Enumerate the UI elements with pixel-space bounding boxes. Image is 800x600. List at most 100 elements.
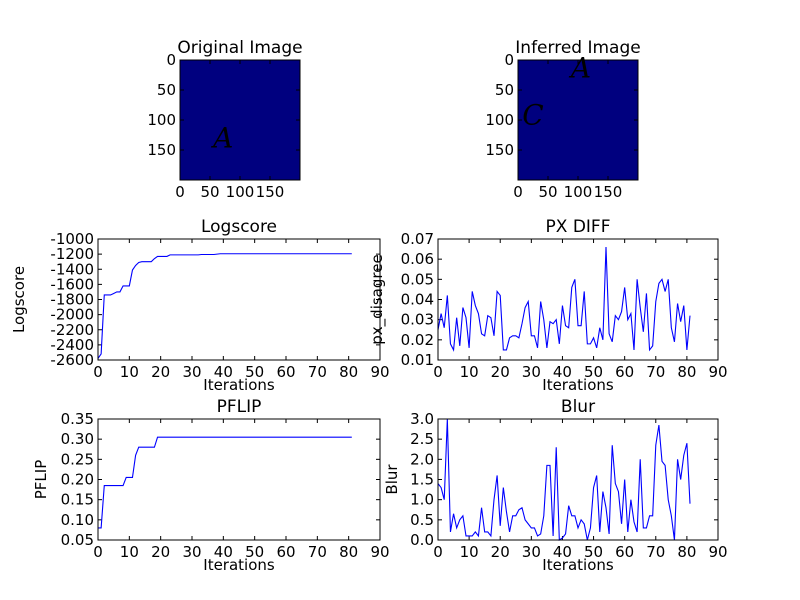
x-tick-label: 90 [708,543,727,561]
x-tick-label: 40 [214,543,233,561]
y-axis-label: Blur [383,464,401,495]
x-tick-label: 150 [594,183,623,201]
image-glyph: C [522,99,543,132]
y-tick-label: 0.03 [401,311,434,329]
x-tick-label: 60 [276,543,295,561]
y-tick-label: 0.05 [401,270,434,288]
y-tick-label: 0.07 [401,230,434,248]
x-tick-label: 0 [433,363,443,381]
x-tick-label: 80 [339,363,358,381]
data-line [98,436,352,529]
axes-frame [437,238,719,361]
subplot-title: Blur [561,397,595,417]
x-tick-label: 10 [120,543,139,561]
x-tick-label: 40 [214,363,233,381]
y-tick-label: 50 [495,81,514,99]
x-tick-label: 50 [584,543,603,561]
y-axis-label: Logscore [10,266,28,333]
x-tick-label: 70 [646,363,665,381]
x-tick-label: 0 [513,183,523,201]
x-tick-label: 50 [245,543,264,561]
subplot-title: Inferred Image [515,38,640,58]
y-tick-label: 150 [147,141,176,159]
y-tick-label: -2400 [50,336,94,354]
x-tick-label: 60 [615,543,634,561]
x-tick-label: 70 [308,363,327,381]
axes-frame [97,238,381,361]
y-axis-label: px_disagree [368,254,387,344]
subplot-title: Logscore [201,217,277,237]
image-glyph: A [568,51,591,84]
x-axis-label: Iterations [203,556,275,574]
y-tick-label: 0.15 [61,491,94,509]
y-tick-label: 0.01 [401,351,434,369]
data-line [437,247,691,352]
x-tick-label: 30 [182,363,201,381]
y-tick-label: 2.5 [410,430,434,448]
x-tick-label: 30 [522,363,541,381]
x-tick-label: 70 [308,543,327,561]
y-tick-label: 50 [157,81,176,99]
x-tick-label: 80 [677,543,696,561]
y-tick-label: 0.5 [410,511,434,529]
y-axis-label: PFLIP [32,460,50,500]
y-tick-label: -1400 [50,260,94,278]
subplot-title: PFLIP [217,397,262,417]
x-tick-label: 10 [460,363,479,381]
x-tick-label: 30 [522,543,541,561]
data-line [437,418,691,541]
x-tick-label: 20 [491,543,510,561]
y-tick-label: 0.10 [61,511,94,529]
image-background [180,60,300,180]
y-tick-label: 2.0 [410,450,434,468]
y-tick-label: 100 [485,111,514,129]
y-tick-label: 0.35 [61,410,94,428]
y-tick-label: 0.0 [410,531,434,549]
y-tick-label: -1000 [50,230,94,248]
x-tick-label: 100 [564,183,593,201]
y-tick-label: 0 [166,51,176,69]
axes-frame [437,418,719,541]
axes-frame [97,418,381,541]
x-tick-label: 50 [538,183,557,201]
y-tick-label: 0.05 [61,531,94,549]
y-tick-label: 1.0 [410,491,434,509]
x-tick-label: 20 [151,363,170,381]
y-tick-label: 0.30 [61,430,94,448]
subplot: PFLIP 0 10 20 30 40 50 60 70 80 90 0.05 0.10 0.15 0.20… [32,397,390,574]
x-tick-label: 40 [553,363,572,381]
y-tick-label: 1.5 [410,471,434,489]
image-background [518,60,638,180]
x-tick-label: 60 [615,363,634,381]
x-tick-label: 0 [175,183,185,201]
axes-frame [517,59,639,181]
x-tick-label: 70 [646,543,665,561]
y-tick-label: 0 [504,51,514,69]
subplot-title: PX DIFF [546,217,611,237]
subplot: Logscore 0 10 20 30 40 50 60 70 80 90 -2600-2400-22… [10,217,390,394]
y-tick-label: -1200 [50,245,94,263]
x-tick-label: 30 [182,543,201,561]
y-tick-label: 0.04 [401,291,434,309]
x-tick-label: 0 [93,363,103,381]
y-tick-label: -1600 [50,275,94,293]
subplot: Blur 0 10 20 30 40 50 60 70 80 90 0.0 0.5 1.0 1.5 2.0 2.… [383,397,728,574]
x-tick-label: 80 [677,363,696,381]
x-tick-label: 0 [93,543,103,561]
y-tick-label: 0.06 [401,250,434,268]
x-axis-label: Iterations [203,376,275,394]
x-tick-label: 40 [553,543,572,561]
x-tick-label: 150 [256,183,285,201]
y-tick-label: 100 [147,111,176,129]
x-tick-label: 50 [245,363,264,381]
y-tick-label: 0.02 [401,331,434,349]
y-tick-label: 0.25 [61,450,94,468]
x-tick-label: 10 [120,363,139,381]
x-axis-label: Iterations [542,556,614,574]
y-tick-label: -2000 [50,306,94,324]
x-tick-label: 90 [370,363,389,381]
